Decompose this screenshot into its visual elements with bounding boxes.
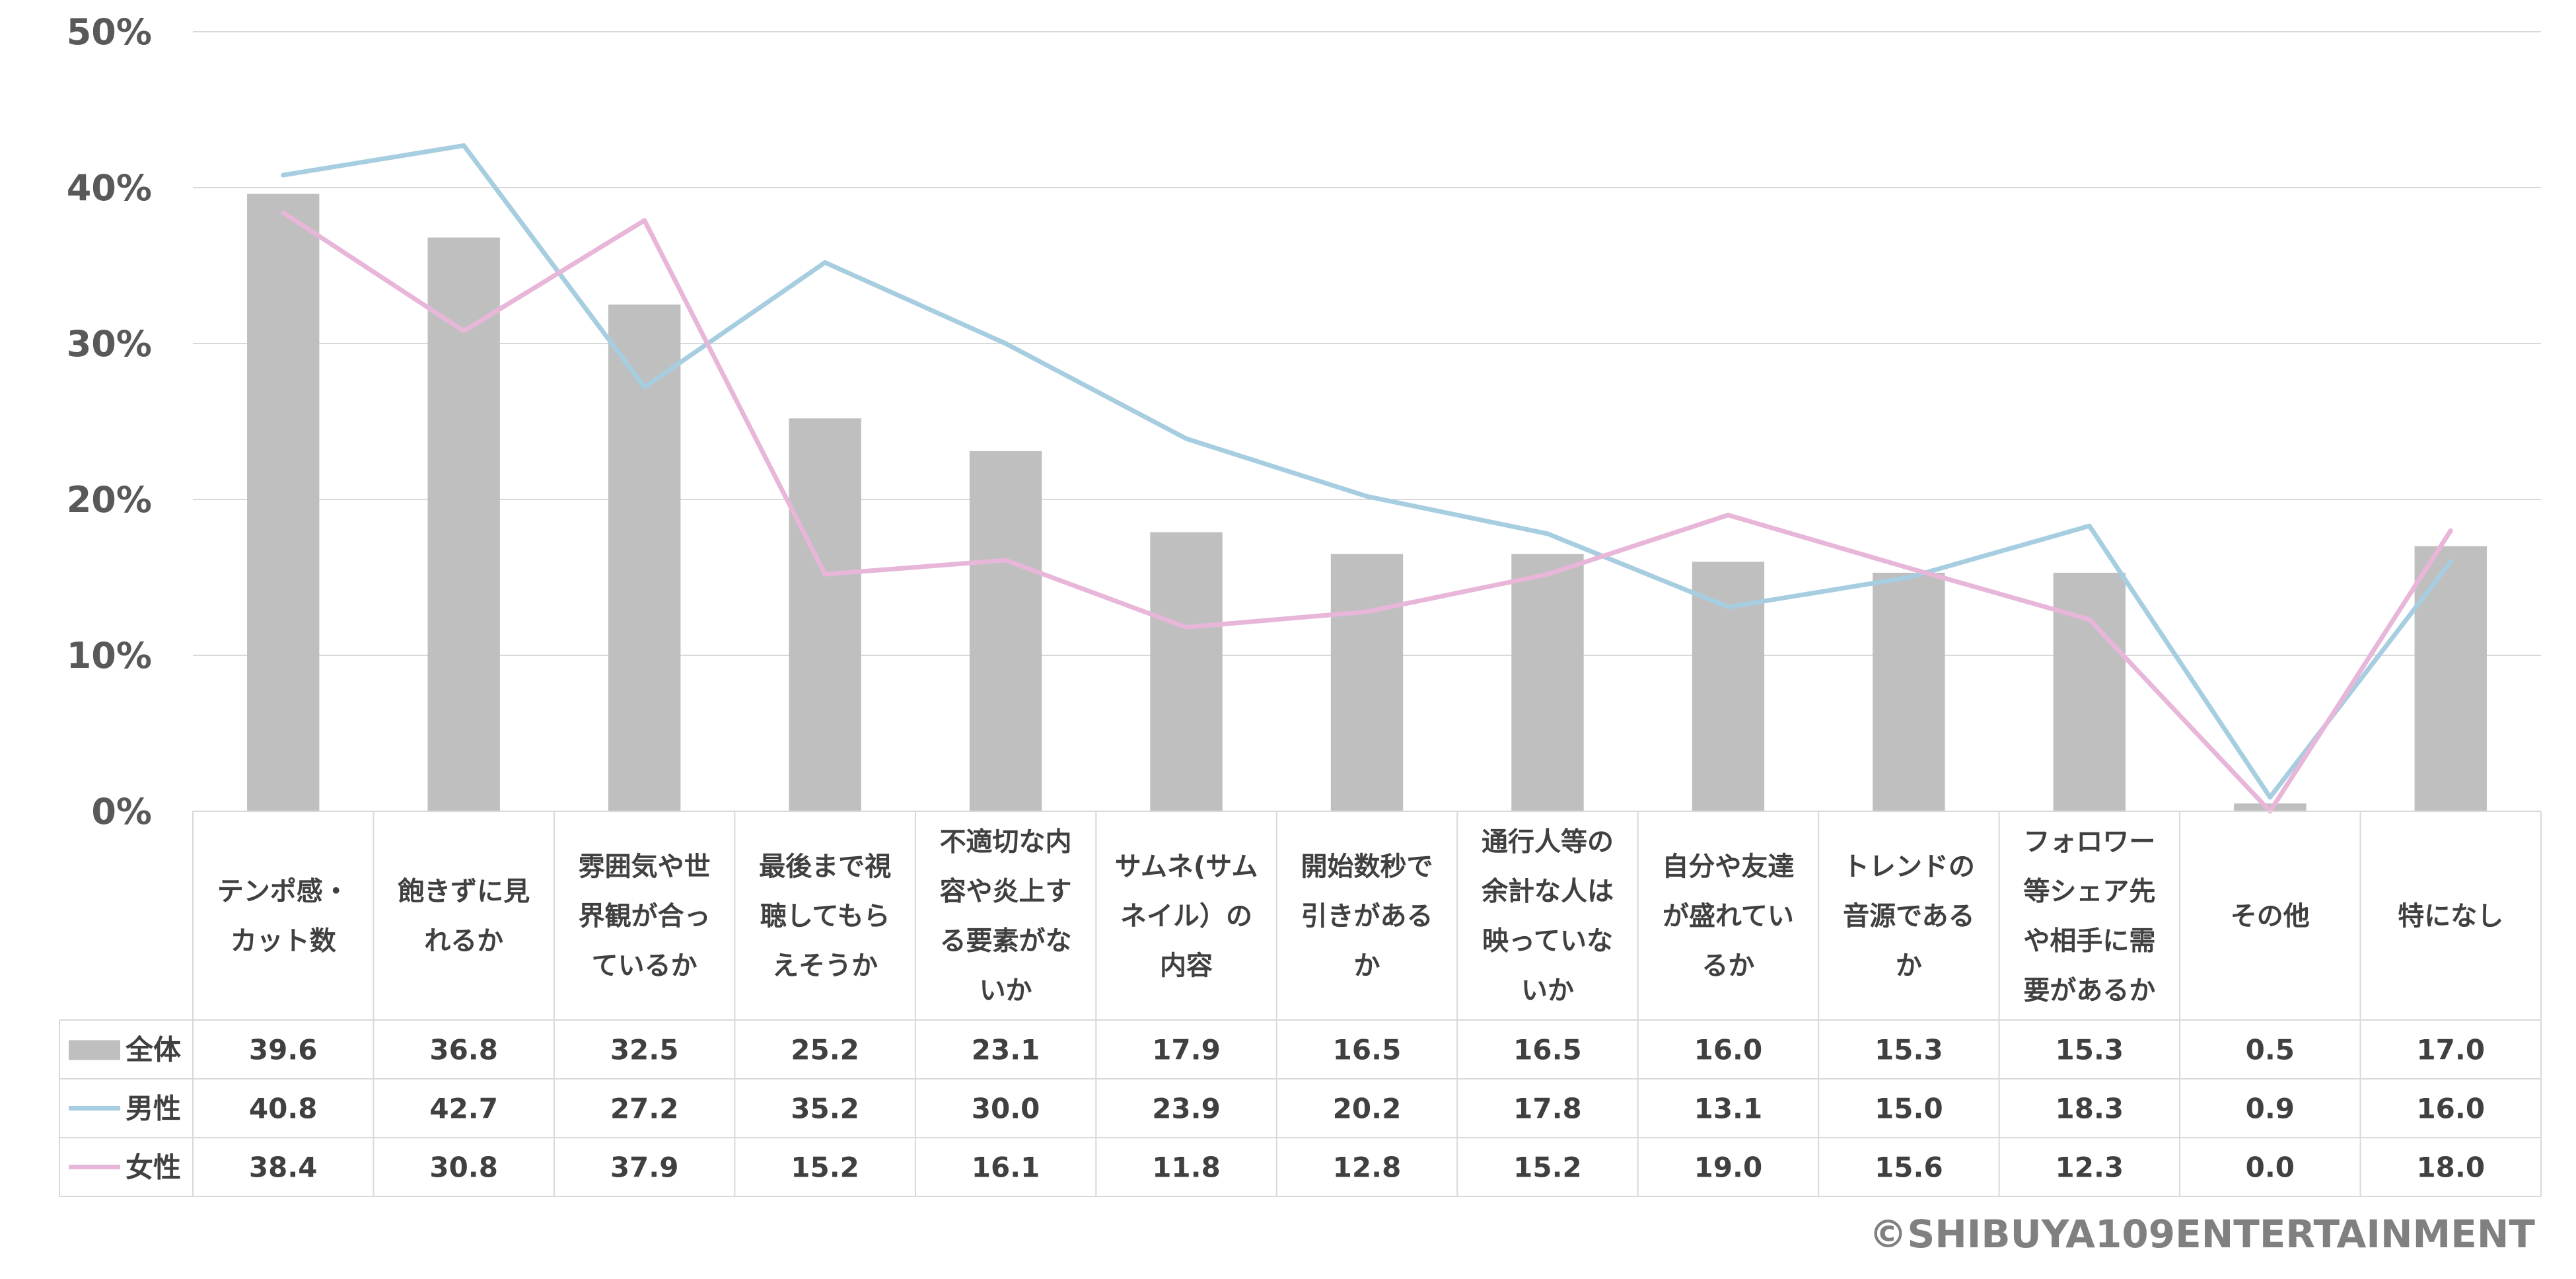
data-value: 16.5	[1513, 1034, 1582, 1066]
category-label: 飽きずに見れるか	[398, 877, 530, 957]
bar	[1150, 532, 1223, 811]
bar	[1873, 572, 1945, 811]
data-value: 12.8	[1333, 1151, 1402, 1184]
data-value: 15.2	[1513, 1151, 1582, 1184]
data-value: 40.8	[249, 1093, 318, 1125]
data-value: 30.8	[429, 1151, 498, 1184]
legend-label: 全体	[125, 1034, 181, 1066]
data-value: 20.2	[1333, 1093, 1402, 1125]
data-value: 16.0	[2416, 1093, 2485, 1125]
bar	[1511, 554, 1584, 811]
y-tick-label: 30%	[67, 323, 152, 365]
data-value: 37.9	[610, 1151, 679, 1184]
data-value: 36.8	[429, 1034, 498, 1066]
data-value: 0.5	[2246, 1034, 2295, 1066]
data-value: 25.2	[791, 1034, 859, 1066]
data-value: 17.8	[1513, 1093, 1582, 1125]
data-value: 17.9	[1152, 1034, 1221, 1066]
data-value: 15.6	[1875, 1151, 1943, 1184]
data-value: 16.5	[1333, 1034, 1402, 1066]
gridlines	[193, 31, 2541, 656]
data-value: 19.0	[1694, 1151, 1763, 1184]
data-value: 39.6	[249, 1034, 318, 1066]
data-value: 0.9	[2246, 1093, 2295, 1125]
bar	[2414, 546, 2487, 811]
data-value: 30.0	[972, 1093, 1040, 1125]
category-label: 自分や友達が盛れているか	[1662, 852, 1794, 981]
bar	[1330, 554, 1404, 811]
category-label: 開始数秒で引きがあるか	[1301, 852, 1433, 981]
bars-series-all	[247, 194, 2487, 811]
y-tick-label: 20%	[67, 479, 152, 521]
category-label: サムネ(サムネイル）の内容	[1115, 852, 1258, 981]
data-value: 16.1	[972, 1151, 1040, 1184]
category-label: 特になし	[2398, 901, 2503, 932]
data-value: 15.0	[1875, 1093, 1943, 1125]
data-value: 23.1	[972, 1034, 1040, 1066]
category-label: フォロワー等シェア先や相手に需要があるか	[2023, 827, 2155, 1006]
data-value: 32.5	[610, 1034, 679, 1066]
category-label: 不適切な内容や炎上する要素がないか	[940, 827, 1072, 1006]
copyright-credit: ©SHIBUYA109ENTERTAINMENT	[1869, 1212, 2535, 1257]
legend-label: 女性	[125, 1151, 181, 1184]
data-value: 18.0	[2416, 1151, 2485, 1184]
line-series-female	[281, 210, 2453, 814]
category-label: その他	[2231, 901, 2310, 932]
line-series-male	[281, 143, 2453, 800]
category-label: 通行人等の余計な人は映っていないか	[1481, 827, 1614, 1006]
y-tick-label: 10%	[67, 635, 152, 676]
category-label: 最後まで視聴してもらえそうか	[759, 852, 891, 981]
data-value: 23.9	[1152, 1093, 1221, 1125]
line-series	[281, 143, 2453, 814]
data-value: 11.8	[1152, 1151, 1221, 1184]
data-value: 35.2	[791, 1093, 859, 1125]
category-label: トレンドの音源であるか	[1843, 852, 1975, 981]
data-value: 13.1	[1694, 1093, 1763, 1125]
legend-key-bar	[69, 1040, 120, 1060]
category-label: 雰囲気や世界観が合っているか	[579, 852, 711, 981]
data-value: 18.3	[2056, 1093, 2124, 1125]
data-value: 12.3	[2056, 1151, 2124, 1184]
y-axis-ticks: 0% 10% 20% 30% 40% 50%	[67, 11, 152, 832]
data-value: 17.0	[2416, 1034, 2485, 1066]
bar	[789, 418, 861, 811]
legend-label: 男性	[125, 1093, 181, 1125]
data-value: 15.3	[2056, 1034, 2124, 1066]
y-tick-label: 50%	[67, 11, 152, 53]
bar	[608, 305, 681, 811]
y-tick-label: 0%	[91, 791, 152, 832]
data-value: 42.7	[429, 1093, 498, 1125]
bar	[247, 194, 320, 811]
data-value: 16.0	[1694, 1034, 1763, 1066]
category-label: テンポ感・カット数	[217, 877, 349, 957]
data-table: テンポ感・カット数飽きずに見れるか雰囲気や世界観が合っているか最後まで視聴しても…	[59, 811, 2542, 1197]
data-value: 38.4	[249, 1151, 318, 1184]
bar	[969, 451, 1042, 811]
y-tick-label: 40%	[67, 167, 152, 209]
data-value: 0.0	[2246, 1151, 2295, 1184]
data-value: 27.2	[610, 1093, 679, 1125]
data-value: 15.3	[1875, 1034, 1943, 1066]
bar	[427, 237, 500, 811]
bar	[2053, 572, 2126, 811]
data-value: 15.2	[791, 1151, 859, 1184]
